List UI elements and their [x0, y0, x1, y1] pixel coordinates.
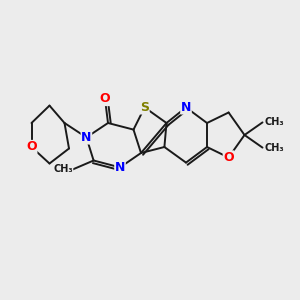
Text: CH₃: CH₃ [265, 142, 284, 153]
Text: O: O [223, 151, 234, 164]
Text: N: N [181, 101, 191, 114]
Text: O: O [100, 92, 110, 106]
Text: N: N [81, 131, 92, 144]
Text: O: O [26, 140, 37, 154]
Text: S: S [140, 101, 149, 114]
Text: N: N [115, 161, 125, 174]
Text: CH₃: CH₃ [53, 164, 73, 175]
Text: CH₃: CH₃ [265, 117, 284, 128]
